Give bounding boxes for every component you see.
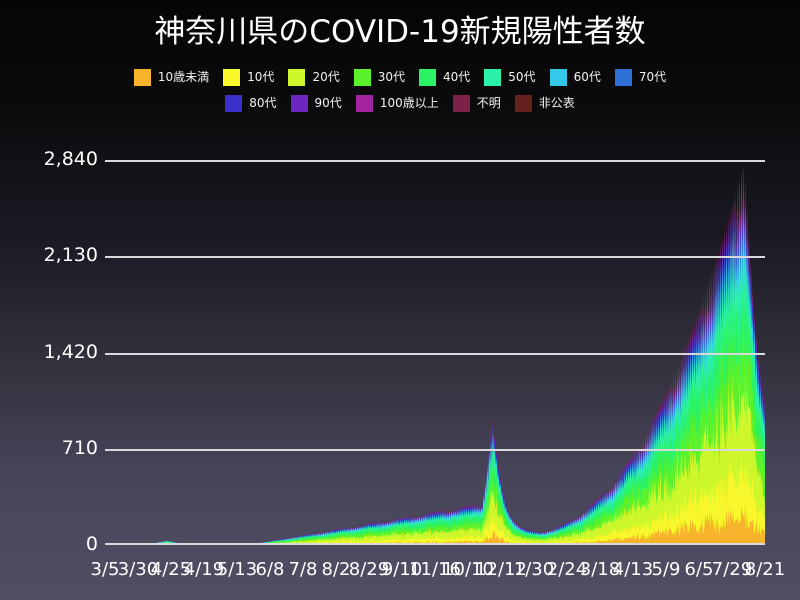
legend-item[interactable]: 60代	[549, 68, 601, 86]
y-axis-tick-label: 1,420	[43, 340, 98, 363]
legend-color-swatch	[514, 94, 532, 112]
x-axis-tick-label: 4/19	[183, 559, 225, 580]
legend-row-2: 80代 90代 100歳以上 不明 非公表	[0, 90, 800, 116]
gridline	[105, 352, 765, 355]
x-axis-tick-label: 6/8	[255, 559, 285, 580]
legend: 10歳未満 10代 20代 30代 40代 50代 60代 70代 80代 90代 100歳以上 不…	[0, 64, 800, 116]
legend-item-label: 70代	[638, 70, 667, 84]
y-axis-tick-label: 2,840	[43, 148, 98, 170]
legend-item[interactable]: 40代	[419, 68, 471, 86]
x-axis-tick-label: 8/21	[744, 559, 786, 580]
x-axis-tick-label: 1/30	[513, 559, 555, 580]
legend-color-swatch	[452, 94, 470, 112]
x-axis-tick-label: 3/30	[117, 559, 159, 580]
x-axis-tick-label: 4/13	[612, 559, 654, 580]
legend-color-swatch	[223, 68, 241, 86]
area-band-10歳未満	[105, 502, 765, 545]
x-axis-tick-label: 8/2	[321, 559, 351, 580]
legend-item-label: 90代	[314, 96, 342, 110]
legend-item-label: 100歳以上	[379, 96, 439, 110]
legend-item-label: 80代	[249, 96, 277, 110]
x-axis-tick-label: 5/13	[216, 559, 258, 580]
y-axis-tick-label: 2,130	[43, 244, 98, 267]
gridline	[105, 543, 765, 545]
gridlines	[105, 160, 765, 545]
gridline	[105, 160, 765, 162]
x-axis-tick-label: 2/24	[546, 559, 588, 580]
gridline	[105, 448, 765, 451]
x-axis-tick-label: 3/5	[90, 559, 120, 580]
x-axis-tick-label: 5/9	[651, 559, 681, 580]
legend-color-swatch	[549, 68, 567, 86]
legend-color-swatch	[133, 68, 151, 86]
legend-row-1: 10歳未満 10代 20代 30代 40代 50代 60代 70代	[0, 64, 800, 90]
legend-color-swatch	[290, 94, 308, 112]
legend-item-label: 10代	[247, 70, 275, 84]
x-axis-tick-label: 8/29	[348, 559, 390, 580]
x-axis-tick-label: 7/29	[711, 559, 753, 580]
x-axis-tick-label: 4/25	[150, 559, 192, 580]
x-axis-tick-label: 12/12	[475, 559, 527, 580]
legend-item[interactable]: 10歳未満	[133, 68, 210, 86]
legend-item[interactable]: 10代	[223, 68, 275, 86]
legend-item-label: 50代	[508, 70, 536, 84]
legend-item[interactable]: 100歳以上	[355, 94, 439, 112]
legend-item[interactable]: 70代	[614, 68, 667, 86]
legend-item-label: 20代	[312, 70, 340, 84]
legend-item[interactable]: 20代	[288, 68, 340, 86]
legend-color-swatch	[355, 94, 373, 112]
x-axis-tick-label: 7/8	[288, 559, 318, 580]
y-axis-tick-labels: 2,840 2,130 1,420 710 0	[0, 150, 98, 554]
legend-item[interactable]: 30代	[353, 68, 405, 86]
legend-color-swatch	[225, 94, 243, 112]
legend-item[interactable]: 80代	[225, 94, 277, 112]
legend-item-label: 30代	[377, 70, 405, 84]
page-title: 神奈川県のCOVID-19新規陽性者数	[154, 14, 646, 50]
legend-item[interactable]: 非公表	[514, 94, 575, 112]
x-axis-tick-label: 6/5	[684, 559, 714, 580]
x-axis-tick-label: 9/10	[381, 559, 423, 580]
gridline	[105, 256, 765, 259]
legend-item-label: 非公表	[538, 96, 575, 110]
x-axis-tick-labels: 3/5 3/30 4/25 4/19 5/13 6/8 7/8 8/2 8/29 9/10 11/1…	[0, 560, 800, 590]
legend-color-swatch	[419, 68, 436, 86]
legend-color-swatch	[353, 68, 371, 86]
x-axis-tick-label: 11/16	[409, 559, 461, 580]
x-axis-tick-label: 3/18	[579, 559, 621, 580]
y-axis-tick-label: 0	[85, 533, 98, 555]
legend-color-swatch	[484, 68, 502, 86]
legend-color-swatch	[614, 68, 632, 86]
x-axis-tick-label: 10/10	[442, 559, 494, 580]
legend-item[interactable]: 不明	[452, 94, 501, 112]
plot-area	[105, 160, 765, 545]
stacked-area-series	[105, 160, 765, 545]
legend-item-label: 不明	[476, 96, 501, 110]
legend-item-label: 60代	[573, 70, 601, 84]
legend-item-label: 10歳未満	[157, 70, 210, 84]
y-axis-tick-label: 710	[61, 436, 98, 459]
legend-item[interactable]: 90代	[290, 94, 342, 112]
legend-item[interactable]: 50代	[484, 68, 536, 86]
legend-color-swatch	[288, 68, 306, 86]
legend-item-label: 40代	[443, 70, 471, 84]
